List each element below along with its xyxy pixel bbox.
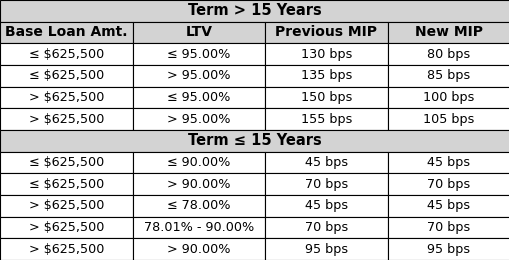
Text: 70 bps: 70 bps [427,221,469,234]
Bar [265,238,387,260]
Text: > 95.00%: > 95.00% [167,113,230,126]
Bar [0,43,132,65]
Bar [132,43,265,65]
Bar [0,238,132,260]
Text: ≤ $625,500: ≤ $625,500 [29,48,104,61]
Bar [132,217,265,238]
Text: 45 bps: 45 bps [304,199,347,212]
Bar [0,173,132,195]
Text: Term > 15 Years: Term > 15 Years [188,3,321,18]
Bar [387,65,509,87]
Text: ≤ $625,500: ≤ $625,500 [29,69,104,82]
Bar [387,43,509,65]
Text: ≤ $625,500: ≤ $625,500 [29,156,104,169]
Bar [265,217,387,238]
Bar [132,173,265,195]
Bar [265,173,387,195]
Bar [387,108,509,130]
Text: 95 bps: 95 bps [427,243,469,256]
Bar [132,152,265,173]
Text: > $625,500: > $625,500 [29,243,104,256]
Text: 70 bps: 70 bps [304,221,347,234]
Text: 155 bps: 155 bps [300,113,351,126]
Bar [265,43,387,65]
Text: > $625,500: > $625,500 [29,91,104,104]
Bar [132,87,265,108]
Text: 80 bps: 80 bps [427,48,469,61]
Bar [0,87,132,108]
Bar [265,152,387,173]
Text: > 90.00%: > 90.00% [167,178,230,191]
Text: 95 bps: 95 bps [304,243,347,256]
Text: 45 bps: 45 bps [427,199,469,212]
Bar [265,22,387,43]
Bar [132,65,265,87]
Text: Previous MIP: Previous MIP [275,25,377,40]
Bar [387,173,509,195]
Bar [0,195,132,217]
Text: 130 bps: 130 bps [300,48,351,61]
Bar [0,152,132,173]
Text: 45 bps: 45 bps [427,156,469,169]
Bar [132,195,265,217]
Bar [0,217,132,238]
Text: New MIP: New MIP [414,25,482,40]
Bar [265,195,387,217]
Bar [0,108,132,130]
Bar [132,108,265,130]
Text: ≤ 90.00%: ≤ 90.00% [167,156,230,169]
Bar [0,65,132,87]
Text: ≤ $625,500: ≤ $625,500 [29,178,104,191]
Bar [387,195,509,217]
Text: > 95.00%: > 95.00% [167,69,230,82]
Bar [387,87,509,108]
Bar [387,152,509,173]
Text: 100 bps: 100 bps [422,91,473,104]
Bar [387,22,509,43]
Text: > $625,500: > $625,500 [29,199,104,212]
Bar [387,238,509,260]
Bar [0,22,132,43]
Bar [132,22,265,43]
Bar [265,87,387,108]
Text: 70 bps: 70 bps [427,178,469,191]
Bar [387,217,509,238]
Bar [132,238,265,260]
Text: 45 bps: 45 bps [304,156,347,169]
Bar [0,130,509,152]
Text: 150 bps: 150 bps [300,91,351,104]
Bar [265,65,387,87]
Text: ≤ 95.00%: ≤ 95.00% [167,91,230,104]
Text: 78.01% - 90.00%: 78.01% - 90.00% [144,221,253,234]
Text: Base Loan Amt.: Base Loan Amt. [5,25,127,40]
Text: > 90.00%: > 90.00% [167,243,230,256]
Text: 85 bps: 85 bps [427,69,469,82]
Bar [0,0,509,22]
Text: Term ≤ 15 Years: Term ≤ 15 Years [188,133,321,148]
Text: ≤ 78.00%: ≤ 78.00% [167,199,230,212]
Text: 70 bps: 70 bps [304,178,347,191]
Text: > $625,500: > $625,500 [29,113,104,126]
Text: 135 bps: 135 bps [300,69,351,82]
Text: ≤ 95.00%: ≤ 95.00% [167,48,230,61]
Bar [265,108,387,130]
Text: 105 bps: 105 bps [422,113,473,126]
Text: > $625,500: > $625,500 [29,221,104,234]
Text: LTV: LTV [185,25,212,40]
